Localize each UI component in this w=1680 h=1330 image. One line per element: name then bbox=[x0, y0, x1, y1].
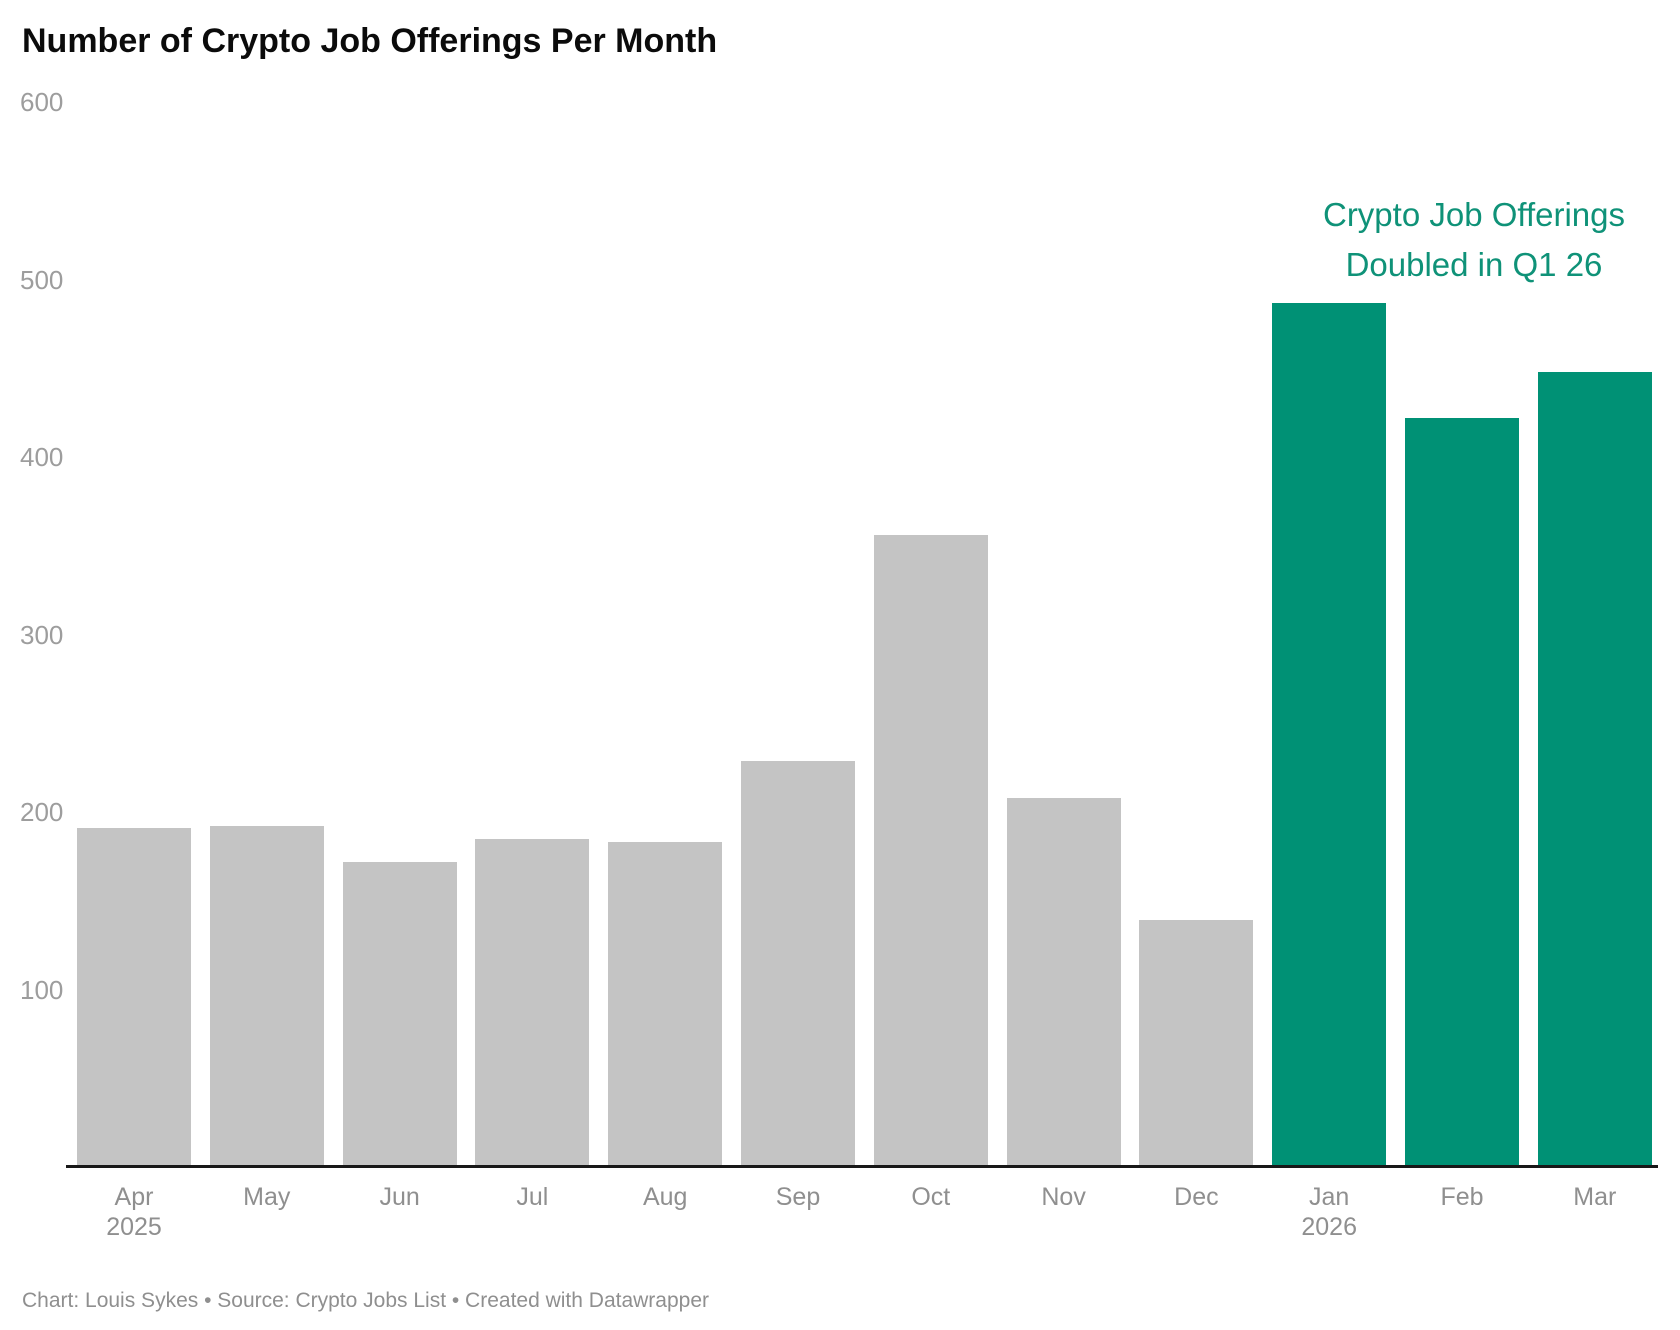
bar-jun bbox=[342, 861, 457, 1167]
x-axis-label-apr: Apr 2025 bbox=[106, 1183, 162, 1241]
y-axis-tick-label-500: 500 bbox=[20, 264, 64, 295]
x-axis-label-mar: Mar bbox=[1573, 1183, 1617, 1211]
y-axis-tick-label-600: 600 bbox=[20, 87, 64, 117]
chart-footer: Chart: Louis Sykes • Source: Crypto Jobs… bbox=[22, 1289, 710, 1312]
x-axis-baseline bbox=[66, 1165, 1658, 1168]
x-axis-label-sep: Sep bbox=[775, 1183, 821, 1211]
bar-jul bbox=[475, 838, 590, 1167]
y-axis-tick-label-100: 100 bbox=[20, 974, 64, 1005]
y-axis-tick-label-200: 200 bbox=[20, 797, 64, 827]
x-axis-label-jul: Jul bbox=[516, 1183, 549, 1211]
bar-aug bbox=[608, 842, 723, 1167]
bar-sep bbox=[741, 760, 855, 1167]
x-axis-label-may: May bbox=[243, 1183, 291, 1211]
annotation-line-1: Crypto Job Offerings bbox=[1322, 196, 1626, 233]
bar-feb bbox=[1405, 417, 1519, 1167]
x-axis-label-nov: Nov bbox=[1041, 1183, 1086, 1211]
bar-jan bbox=[1272, 302, 1387, 1167]
y-axis-tick-label-300: 300 bbox=[20, 619, 64, 650]
bar-apr bbox=[77, 827, 191, 1167]
bar-oct bbox=[873, 535, 988, 1167]
bar-nov bbox=[1006, 797, 1121, 1167]
bar-may bbox=[209, 826, 324, 1167]
x-axis-label-aug: Aug bbox=[642, 1183, 688, 1211]
x-axis-label-oct: Oct bbox=[911, 1183, 951, 1211]
chart-title: Number of Crypto Job Offerings Per Month bbox=[22, 22, 718, 60]
bar-mar bbox=[1537, 371, 1652, 1167]
x-axis-label-jan: Jan 2026 bbox=[1301, 1183, 1357, 1241]
x-axis-label-feb: Feb bbox=[1440, 1183, 1484, 1211]
annotation-line-2: Doubled in Q1 26 bbox=[1345, 246, 1603, 283]
bar-dec bbox=[1139, 920, 1254, 1167]
chart-annotation: Crypto Job Offerings Doubled in Q1 26 bbox=[1254, 190, 1680, 290]
x-axis-label-dec: Dec bbox=[1174, 1183, 1219, 1211]
x-axis-label-jun: Jun bbox=[379, 1183, 420, 1211]
y-axis-tick-label-400: 400 bbox=[20, 442, 64, 472]
